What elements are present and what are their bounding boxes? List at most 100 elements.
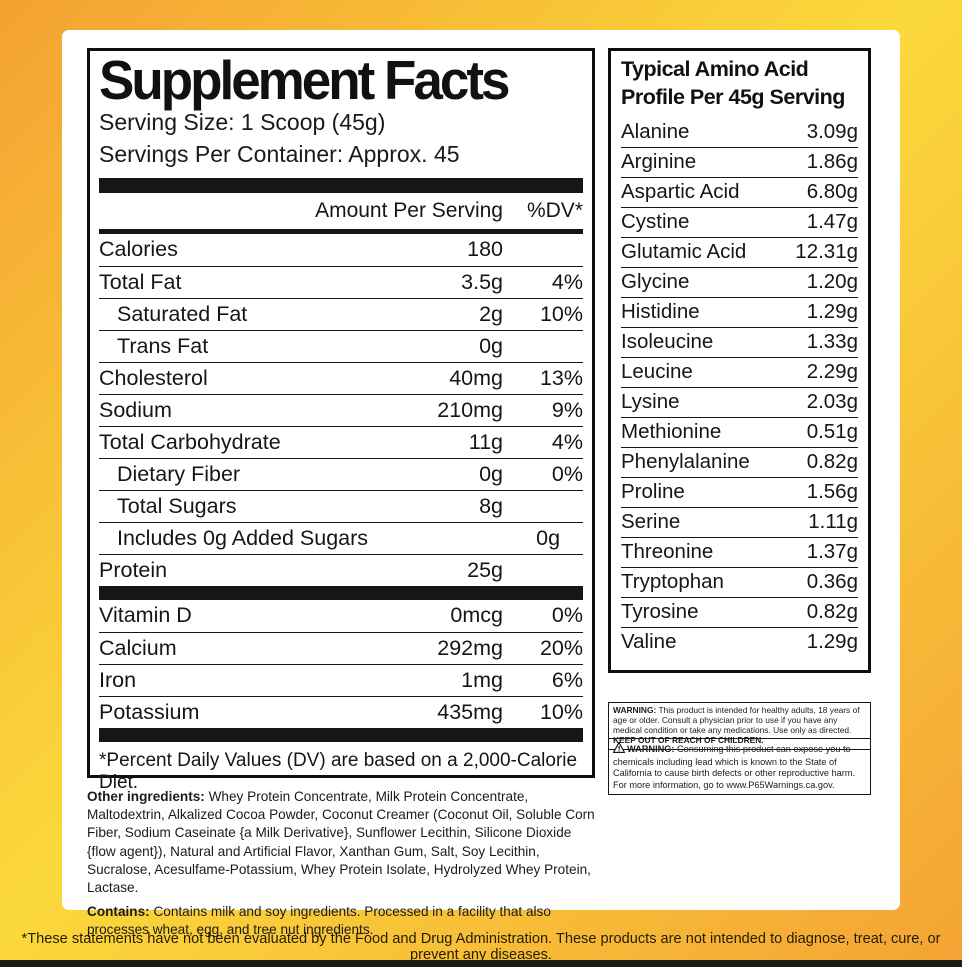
amino-value: 0.51g <box>806 420 858 444</box>
nutrient-dv: 9% <box>551 397 583 422</box>
nutrient-rows: Calories 180 Total Fat 3.5g 4% Saturated… <box>99 234 583 586</box>
amino-row: Aspartic Acid 6.80g <box>621 176 858 207</box>
amino-name: Glycine <box>621 270 690 294</box>
amino-value: 3.09g <box>806 119 858 143</box>
nutrient-row: Total Sugars 8g <box>99 489 583 522</box>
nutrient-row: Trans Fat 0g <box>99 329 583 362</box>
warning1-label: WARNING: <box>613 705 657 715</box>
amino-title-line1: Typical Amino Acid <box>621 57 809 81</box>
nutrient-label: Cholesterol <box>99 365 208 390</box>
nutrient-row: Sodium 210mg 9% <box>99 393 583 426</box>
amino-value: 2.29g <box>806 360 858 384</box>
nutrient-label: Sodium <box>99 397 172 422</box>
amino-name: Glutamic Acid <box>621 240 747 264</box>
amino-value: 1.29g <box>806 300 858 324</box>
vitamin-dv: 6% <box>551 667 583 692</box>
nutrient-row: Cholesterol 40mg 13% <box>99 361 583 394</box>
amino-row: Threonine 1.37g <box>621 536 858 567</box>
label-panel: Supplement Facts Serving Size: 1 Scoop (… <box>62 30 900 937</box>
amino-row: Lysine 2.03g <box>621 386 858 417</box>
nutrient-dv: 13% <box>539 365 583 390</box>
vitamin-row: Iron 1mg 6% <box>99 663 583 696</box>
amino-value: 1.56g <box>806 480 858 504</box>
amino-name: Cystine <box>621 210 690 234</box>
nutrient-amount: 0g <box>479 461 503 486</box>
nutrient-label: Total Sugars <box>117 493 237 518</box>
amino-name: Isoleucine <box>621 330 714 354</box>
vitamin-amount: 435mg <box>437 699 503 724</box>
nutrient-amount: 210mg <box>437 397 503 422</box>
nutrient-label: Trans Fat <box>117 333 209 358</box>
ingredients-section: Other ingredients: Whey Protein Concentr… <box>87 788 599 946</box>
amino-value: 1.47g <box>806 210 858 234</box>
warning-box-prop65: WARNING: Consuming this product can expo… <box>608 738 871 795</box>
nutrient-amount: 40mg <box>449 365 503 390</box>
amino-value: 1.20g <box>806 270 858 294</box>
vitamin-label: Potassium <box>99 699 200 724</box>
vitamin-row: Calcium 292mg 20% <box>99 631 583 664</box>
amino-name: Alanine <box>621 119 690 143</box>
contains-label: Contains: <box>87 904 150 920</box>
amino-row: Arginine 1.86g <box>621 146 858 177</box>
separator-bar-top <box>99 177 583 193</box>
nutrient-row: Includes 0g Added Sugars 0g <box>99 521 583 554</box>
amino-name: Valine <box>621 630 677 654</box>
amino-value: 6.80g <box>806 180 858 204</box>
nutrient-row: Total Carbohydrate 11g 4% <box>99 425 583 458</box>
serving-size-line: Serving Size: 1 Scoop (45g) <box>99 109 386 136</box>
nutrient-row: Protein 25g <box>99 553 583 586</box>
amino-name: Arginine <box>621 150 697 174</box>
vitamin-label: Vitamin D <box>99 603 192 628</box>
nutrient-dv: 4% <box>551 269 583 294</box>
separator-bar-bottom <box>99 727 583 742</box>
nutrient-label: Saturated Fat <box>117 301 248 326</box>
vitamin-dv: 10% <box>539 699 583 724</box>
amino-row: Glutamic Acid 12.31g <box>621 236 858 267</box>
other-ingredients-text: Whey Protein Concentrate, Milk Protein C… <box>87 789 595 896</box>
nutrient-label: Protein <box>99 557 168 582</box>
amino-row: Glycine 1.20g <box>621 266 858 297</box>
amino-title-line2: Profile Per 45g Serving <box>621 84 845 109</box>
amino-value: 0.82g <box>806 450 858 474</box>
nutrient-row: Dietary Fiber 0g 0% <box>99 457 583 490</box>
amino-name: Histidine <box>621 300 700 324</box>
amino-value: 1.29g <box>806 630 858 654</box>
amino-row: Phenylalanine 0.82g <box>621 446 858 477</box>
amino-row: Tryptophan 0.36g <box>621 566 858 597</box>
warning1-emphasis: KEEP OUT OF REACH OF CHILDREN. <box>613 734 764 745</box>
warning-triangle-icon <box>612 741 626 757</box>
warning-box-adults: WARNING: This product is intended for he… <box>608 702 871 750</box>
nutrient-amount: 180 <box>467 237 503 262</box>
nutrient-amount: 25g <box>467 557 503 582</box>
other-ingredients-paragraph: Other ingredients: Whey Protein Concentr… <box>87 788 599 897</box>
amino-row: Valine 1.29g <box>621 626 858 657</box>
amino-value: 0.36g <box>806 570 858 594</box>
nutrient-amount: 11g <box>468 429 503 454</box>
amino-row: Histidine 1.29g <box>621 296 858 327</box>
amino-row: Methionine 0.51g <box>621 416 858 447</box>
nutrient-amount: 2g <box>479 301 503 326</box>
vitamin-label: Iron <box>99 667 137 692</box>
amino-value: 1.86g <box>806 150 858 174</box>
amino-name: Proline <box>621 480 685 504</box>
amino-profile-title: Typical Amino Acid Profile Per 45g Servi… <box>621 56 858 112</box>
warning2-label: WARNING: <box>627 744 675 754</box>
warning1-text: This product is intended for healthy adu… <box>613 705 860 735</box>
nutrient-row: Calories 180 <box>99 234 583 266</box>
amino-value: 1.33g <box>806 330 858 354</box>
vitamin-amount: 0mcg <box>450 603 503 628</box>
fda-disclaimer-text: *These statements have not been evaluate… <box>21 931 941 963</box>
vitamin-dv: 20% <box>539 635 583 660</box>
daily-values-footnote: *Percent Daily Values (DV) are based on … <box>99 749 578 793</box>
nutrient-label: Calories <box>99 237 178 262</box>
vitamin-row: Vitamin D 0mcg 0% <box>99 600 583 632</box>
separator-bar-middle <box>99 585 583 600</box>
amino-name: Threonine <box>621 540 714 564</box>
nutrient-label: Includes 0g Added Sugars <box>117 525 369 550</box>
amino-row: Cystine 1.47g <box>621 206 858 237</box>
amino-row: Leucine 2.29g <box>621 356 858 387</box>
amino-name: Tryptophan <box>621 570 724 594</box>
supplement-facts-title: Supplement Facts <box>99 49 510 112</box>
amino-acid-profile-box: Typical Amino Acid Profile Per 45g Servi… <box>608 48 871 673</box>
amino-value: 2.03g <box>806 390 858 414</box>
